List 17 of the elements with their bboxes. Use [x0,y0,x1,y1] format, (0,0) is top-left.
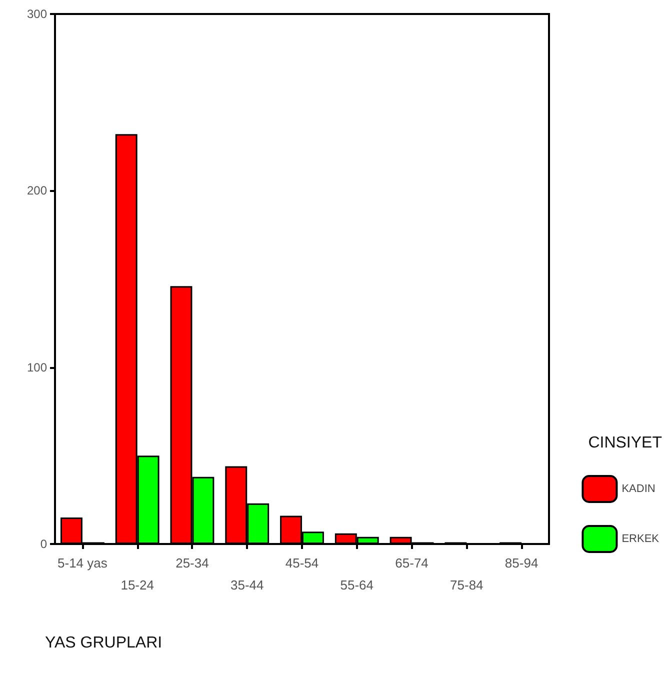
x-tick-label: 85-94 [504,556,538,570]
y-tick-label: 100 [26,360,48,374]
x-tick-label: 15-24 [120,578,154,592]
x-tick-label: 25-34 [176,556,209,570]
y-tick-label: 200 [26,184,48,198]
y-tick-label: 300 [26,7,48,21]
x-tick-label: 75-84 [450,578,484,592]
legend-label: ERKEK [622,533,660,545]
legend-title: CINSIYET [588,434,662,452]
x-tick-label: 35-44 [230,578,264,592]
x-tick-label: 45-54 [285,556,319,570]
x-axis-title: YAS GRUPLARI [45,634,162,652]
x-tick-label: 65-74 [395,556,428,570]
x-tick-label: 5-14 yas [58,556,108,570]
y-tick-label: 0 [40,537,48,551]
legend-label: KADIN [622,483,656,495]
x-tick-label: 55-64 [340,578,374,592]
